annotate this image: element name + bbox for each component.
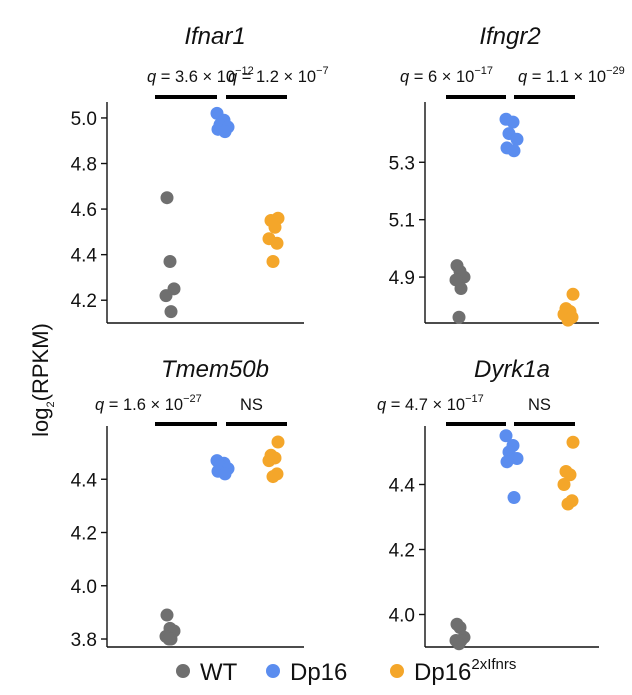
data-point-dp16	[510, 132, 524, 146]
legend-label: WT	[200, 659, 238, 686]
legend-label: Dp16	[290, 659, 347, 686]
panel-title: Tmem50b	[161, 356, 269, 383]
data-point-dp16	[507, 491, 521, 504]
significance-label: q = 1.6 × 10−27	[95, 393, 202, 414]
y-tick-label: 4.0	[71, 577, 97, 598]
data-point-dp16	[506, 115, 520, 129]
y-tick-label: 3.8	[71, 630, 97, 651]
significance-label: q = 4.7 × 10−17	[377, 393, 484, 414]
data-point-dp16-2xifnrs	[561, 497, 575, 511]
y-tick-label: 5.0	[71, 109, 97, 130]
data-point-dp16-2xifnrs	[266, 254, 280, 268]
data-point-wt	[163, 254, 177, 268]
data-point-wt	[159, 289, 173, 303]
data-point-dp16	[218, 125, 232, 139]
data-point-dp16-2xifnrs	[566, 287, 580, 301]
y-tick-label: 4.4	[71, 470, 98, 491]
data-point-dp16	[218, 467, 232, 481]
data-point-wt	[452, 310, 466, 324]
y-tick-label: 4.9	[389, 268, 415, 289]
data-point-wt	[160, 191, 174, 205]
y-axis-label: log2(RPKM)	[28, 323, 57, 437]
y-tick-label: 4.2	[389, 541, 415, 562]
y-tick-label: 4.0	[389, 606, 415, 627]
legend: WT Dp16 Dp162xIfnrs	[176, 656, 516, 686]
panel-title: Dyrk1a	[474, 356, 550, 383]
y-tick-label: 4.4	[71, 246, 98, 267]
data-point-dp16-2xifnrs	[561, 313, 575, 327]
legend-marker	[266, 664, 280, 678]
panel-title: Ifngr2	[479, 23, 540, 50]
significance-label: q = 6 × 10−17	[400, 65, 493, 86]
data-point-wt	[453, 621, 467, 634]
data-point-dp16-2xifnrs	[270, 236, 284, 250]
y-tick-label: 4.2	[71, 291, 97, 312]
panel-title: Ifnar1	[184, 23, 245, 50]
y-tick-label: 4.6	[71, 200, 97, 221]
significance-label: NS	[240, 396, 263, 414]
y-tick-label: 5.3	[389, 153, 415, 174]
y-tick-label: 4.8	[71, 155, 97, 176]
panel-1: Ifngr2 4.9 5.1 5.3 q = 6 × 10−17 q = 1.1 × 10…	[389, 23, 625, 327]
y-tick-label: 5.1	[389, 211, 415, 232]
data-point-wt	[162, 632, 176, 646]
significance-label: NS	[528, 396, 551, 414]
legend-label: Dp162xIfnrs	[414, 656, 516, 686]
data-point-dp16-2xifnrs	[266, 470, 280, 484]
legend-marker	[390, 664, 404, 678]
significance-label: q = 1.2 × 10−7	[228, 65, 329, 86]
data-point-dp16	[507, 144, 521, 158]
data-point-dp16-2xifnrs	[262, 454, 276, 468]
panel-2: Tmem50b 3.8 4.0 4.2 4.4 q = 1.6 × 10−27 NS	[71, 356, 304, 651]
data-point-wt	[454, 282, 468, 296]
significance-label: q = 3.6 × 10−12	[147, 65, 254, 86]
panel-0: Ifnar1 4.2 4.4 4.6 4.8 5.0 q = 3.6 × 10−12q = …	[71, 23, 329, 324]
data-point-dp16	[499, 429, 513, 443]
data-point-wt	[452, 637, 466, 651]
data-point-dp16-2xifnrs	[566, 435, 580, 449]
data-point-wt	[160, 608, 174, 622]
data-point-dp16	[500, 455, 514, 469]
legend-marker	[176, 664, 190, 678]
y-tick-label: 4.2	[71, 524, 97, 545]
y-tick-label: 4.4	[389, 476, 416, 497]
data-point-dp16-2xifnrs	[271, 435, 285, 449]
data-point-wt	[164, 305, 178, 319]
data-point-dp16-2xifnrs	[268, 220, 282, 234]
panel-3: Dyrk1a 4.0 4.2 4.4 q = 4.7 × 10−17 NS	[377, 356, 599, 651]
data-point-dp16-2xifnrs	[563, 468, 577, 482]
data-point-dp16	[510, 452, 524, 465]
significance-label: q = 1.1 × 10−29	[518, 65, 625, 86]
data-point-dp16-2xifnrs	[557, 478, 571, 491]
